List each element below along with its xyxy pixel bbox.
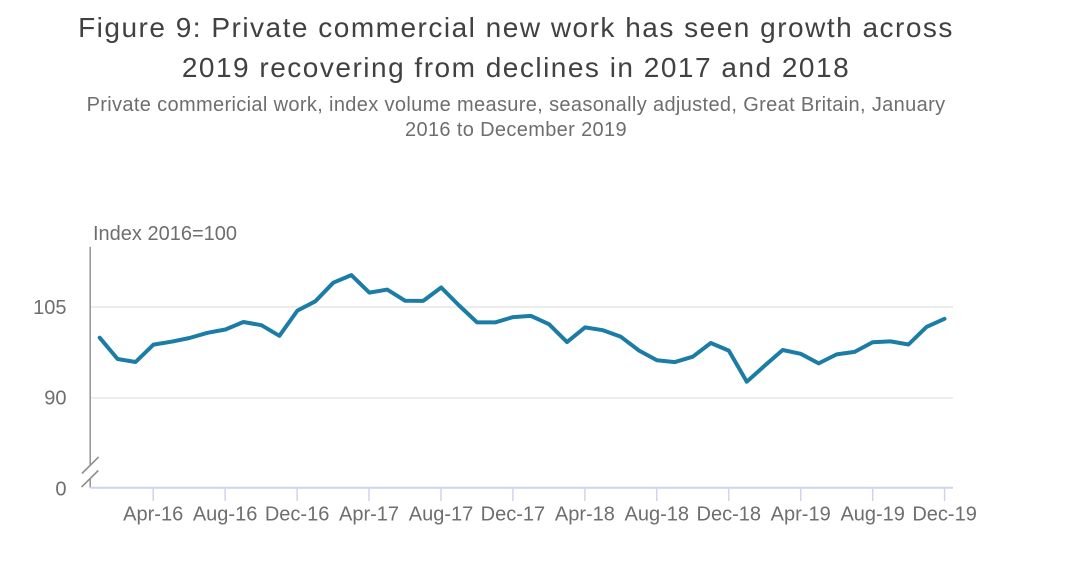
svg-text:0: 0 (55, 479, 66, 501)
svg-text:Dec-16: Dec-16 (265, 504, 329, 526)
svg-text:Apr-17: Apr-17 (339, 504, 399, 526)
svg-text:Dec-18: Dec-18 (697, 504, 761, 526)
svg-text:105: 105 (33, 297, 66, 319)
svg-text:Aug-19: Aug-19 (840, 504, 905, 526)
svg-text:Dec-17: Dec-17 (481, 504, 545, 526)
svg-text:Dec-19: Dec-19 (912, 504, 976, 526)
svg-text:Apr-16: Apr-16 (123, 504, 183, 526)
svg-text:Apr-18: Apr-18 (555, 504, 615, 526)
svg-text:Aug-18: Aug-18 (625, 504, 690, 526)
svg-text:Index 2016=100: Index 2016=100 (93, 223, 237, 245)
svg-text:90: 90 (44, 388, 66, 410)
svg-text:Aug-16: Aug-16 (193, 504, 258, 526)
svg-text:Aug-17: Aug-17 (409, 504, 474, 526)
svg-text:Apr-19: Apr-19 (771, 504, 831, 526)
